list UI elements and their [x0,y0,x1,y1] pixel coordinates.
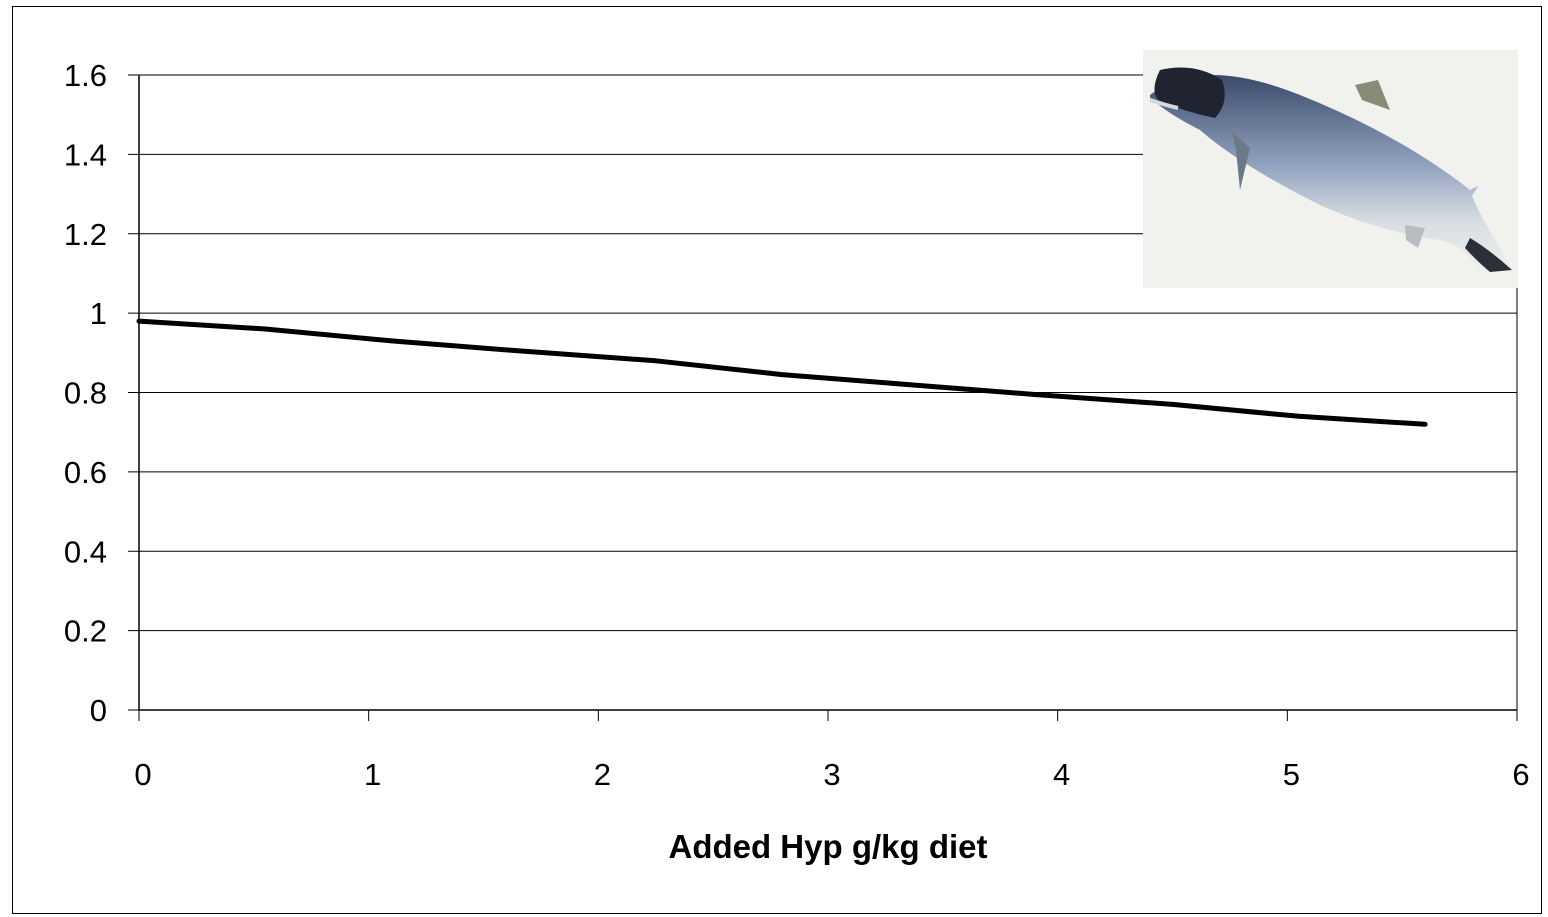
series-lines [136,318,1428,427]
y-tick-label: 0 [90,693,107,728]
series-line-0 [136,318,1428,427]
x-tick-label: 3 [823,757,840,792]
x-tick-label: 4 [1053,757,1070,792]
y-tick-label: 0.6 [64,455,107,490]
y-tick-label: 0.4 [64,534,107,569]
y-tick-label: 1 [90,296,107,331]
salmon-fish-photo [1143,50,1518,288]
x-axis-title: Added Hyp g/kg diet [668,828,987,865]
x-axis-ticks: 0 1 2 3 4 5 6 [134,710,1530,792]
y-tick-label: 0.2 [64,614,107,649]
x-tick-label: 0 [134,757,151,792]
y-tick-label: 1.4 [64,137,107,172]
x-tick-label: 1 [364,757,381,792]
y-axis-ticks: 0 0.2 0.4 0.6 0.8 1 1.2 1.4 1.6 [64,58,139,728]
x-tick-label: 6 [1512,757,1529,792]
x-tick-label: 5 [1283,757,1300,792]
x-tick-label: 2 [594,757,611,792]
y-tick-label: 1.6 [64,58,107,93]
y-tick-label: 0.8 [64,376,107,411]
y-tick-label: 1.2 [64,217,107,252]
